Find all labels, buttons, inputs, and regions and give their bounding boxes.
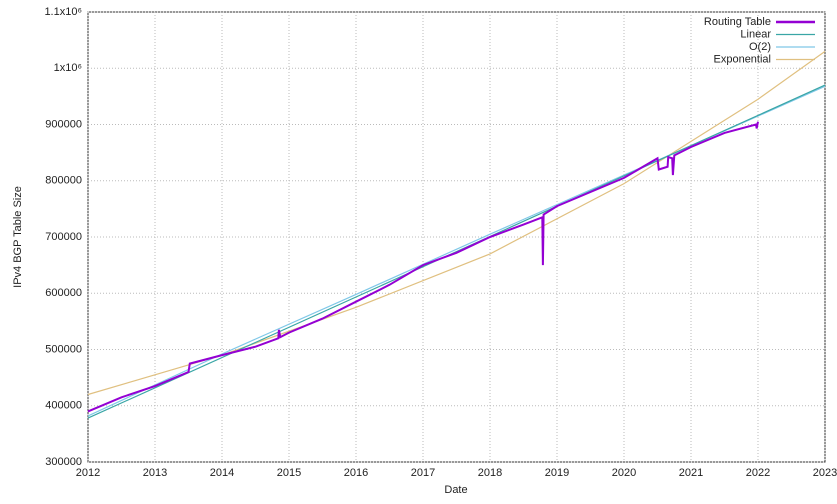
legend-label: Linear: [740, 28, 771, 40]
y-tick-label: 800000: [45, 175, 82, 187]
x-tick-label: 2015: [277, 467, 301, 479]
y-tick-label: 1x10⁶: [54, 62, 82, 74]
x-axis-label: Date: [444, 484, 467, 496]
plot-frame: [87, 11, 826, 463]
y-tick-label: 300000: [45, 456, 82, 468]
x-tick-label: 2020: [612, 467, 636, 479]
x-tick-label: 2022: [746, 467, 770, 479]
x-tick-label: 2017: [411, 467, 435, 479]
y-tick-label: 500000: [45, 343, 82, 355]
y-tick-label: 1.1x10⁶: [44, 6, 82, 18]
x-tick-label: 2023: [813, 467, 837, 479]
series-line: [87, 85, 826, 417]
y-tick-label: 700000: [45, 231, 82, 243]
series-line: [87, 121, 759, 413]
x-tick-label: 2013: [143, 467, 167, 479]
series-line: [87, 84, 826, 419]
y-tick-label: 400000: [45, 400, 82, 412]
y-axis-label: IPv4 BGP Table Size: [12, 186, 24, 288]
y-tick-label: 600000: [45, 287, 82, 299]
x-tick-label: 2021: [679, 467, 703, 479]
series-line: [87, 50, 826, 396]
legend-label: Exponential: [714, 53, 772, 65]
x-tick-label: 2016: [344, 467, 368, 479]
y-tick-label: 900000: [45, 118, 82, 130]
legend-label: O(2): [749, 41, 771, 53]
x-tick-label: 2014: [210, 467, 234, 479]
x-tick-label: 2018: [478, 467, 502, 479]
legend-label: Routing Table: [704, 16, 771, 28]
x-tick-label: 2012: [76, 467, 100, 479]
x-tick-label: 2019: [545, 467, 569, 479]
